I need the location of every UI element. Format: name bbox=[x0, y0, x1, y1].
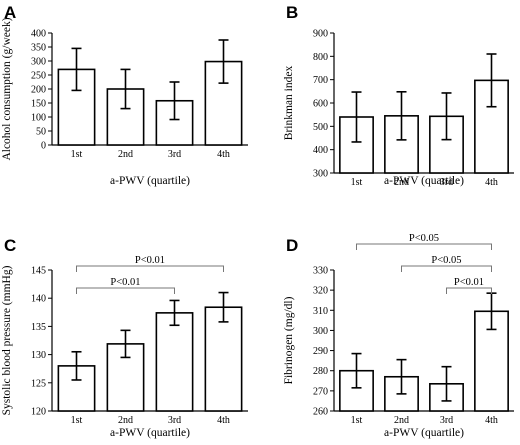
panel-letter: C bbox=[4, 236, 16, 255]
significance-label: P<0.01 bbox=[110, 277, 140, 288]
bar-4th bbox=[474, 310, 509, 412]
y-tick-label: 310 bbox=[313, 306, 328, 317]
y-tick-label: 0 bbox=[41, 141, 46, 152]
x-axis-label: a-PWV (quartile) bbox=[110, 427, 190, 439]
y-tick-label: 350 bbox=[31, 43, 46, 54]
x-tick-label: 4th bbox=[485, 177, 498, 188]
significance-bracket bbox=[356, 243, 492, 250]
significance-bracket bbox=[446, 287, 492, 294]
x-tick-label: 1st bbox=[351, 177, 363, 188]
panel-letter: B bbox=[286, 3, 298, 22]
y-tick-label: 100 bbox=[31, 113, 46, 124]
y-tick-label: 140 bbox=[31, 294, 46, 305]
x-tick-label: 3rd bbox=[440, 177, 453, 188]
chart-panel-c: C 120 125 130 135 140 145 1st 2nd 3rd 4th a-PWV (qu… bbox=[1, 236, 248, 439]
significance-bracket bbox=[401, 265, 492, 272]
x-tick-label: 2nd bbox=[394, 177, 409, 188]
y-axis-label: Fibrinogen (mg/dl) bbox=[283, 296, 295, 384]
x-tick-label: 4th bbox=[217, 149, 230, 160]
significance-label: P<0.01 bbox=[454, 277, 484, 288]
y-tick-label: 330 bbox=[313, 266, 328, 277]
x-tick-label: 3rd bbox=[440, 415, 453, 426]
x-tick-label: 2nd bbox=[118, 149, 133, 160]
y-axis-label: Brinkman index bbox=[283, 66, 295, 141]
y-tick-label: 145 bbox=[31, 266, 46, 277]
x-tick-label: 2nd bbox=[118, 415, 133, 426]
bar-3rd bbox=[429, 383, 464, 412]
y-tick-label: 800 bbox=[313, 52, 328, 63]
y-tick-label: 400 bbox=[313, 145, 328, 156]
chart-panel-a: A 0 50 100 150 200 250 300 350 400 1st 2nd 3rd 4th a-P… bbox=[1, 3, 248, 187]
x-tick-label: 1st bbox=[71, 149, 83, 160]
x-tick-label: 1st bbox=[71, 415, 83, 426]
y-tick-label: 135 bbox=[31, 322, 46, 333]
y-axis-label: Systolic blood pressure (mmHg) bbox=[1, 265, 13, 415]
significance-bracket bbox=[76, 265, 224, 272]
y-tick-label: 130 bbox=[31, 350, 46, 361]
x-tick-label: 3rd bbox=[168, 415, 181, 426]
chart-panel-b: B 300 400 500 600 700 800 900 1st 2nd 3rd 4th a-PWV … bbox=[283, 3, 514, 188]
x-tick-label: 2nd bbox=[394, 415, 409, 426]
y-tick-label: 700 bbox=[313, 75, 328, 86]
significance-bracket bbox=[76, 287, 175, 294]
x-tick-label: 3rd bbox=[168, 149, 181, 160]
y-tick-label: 120 bbox=[31, 407, 46, 418]
y-tick-label: 290 bbox=[313, 346, 328, 357]
y-tick-label: 270 bbox=[313, 386, 328, 397]
x-tick-label: 4th bbox=[217, 415, 230, 426]
y-tick-label: 600 bbox=[313, 99, 328, 110]
y-tick-label: 260 bbox=[313, 407, 328, 418]
significance-label: P<0.05 bbox=[409, 233, 439, 244]
y-tick-label: 50 bbox=[36, 127, 46, 138]
bar-4th bbox=[204, 60, 243, 146]
x-axis-label: a-PWV (quartile) bbox=[384, 427, 464, 439]
panel-letter: A bbox=[4, 3, 16, 22]
y-tick-label: 200 bbox=[31, 85, 46, 96]
significance-label: P<0.05 bbox=[431, 255, 461, 266]
y-tick-label: 300 bbox=[31, 57, 46, 68]
y-tick-label: 150 bbox=[31, 99, 46, 110]
y-tick-label: 300 bbox=[313, 169, 328, 180]
y-tick-label: 300 bbox=[313, 326, 328, 337]
x-axis-label: a-PWV (quartile) bbox=[384, 175, 464, 187]
y-tick-label: 280 bbox=[313, 366, 328, 377]
y-tick-label: 250 bbox=[31, 71, 46, 82]
significance-label: P<0.01 bbox=[135, 255, 165, 266]
y-tick-label: 320 bbox=[313, 286, 328, 297]
x-tick-label: 1st bbox=[351, 415, 363, 426]
x-tick-label: 4th bbox=[485, 415, 498, 426]
y-tick-label: 900 bbox=[313, 29, 328, 40]
y-tick-label: 400 bbox=[31, 29, 46, 40]
x-axis-label: a-PWV (quartile) bbox=[110, 175, 190, 187]
y-axis-label: Alcohol consumption (g/week) bbox=[1, 17, 13, 160]
bar-4th bbox=[204, 306, 243, 412]
bar-3rd bbox=[155, 312, 194, 412]
chart-panel-d: D 260 270 280 290 300 310 320 330 1st 2nd 3rd 4th a-P… bbox=[283, 233, 514, 439]
y-tick-label: 500 bbox=[313, 122, 328, 133]
panel-letter: D bbox=[286, 236, 298, 255]
y-tick-label: 125 bbox=[31, 378, 46, 389]
